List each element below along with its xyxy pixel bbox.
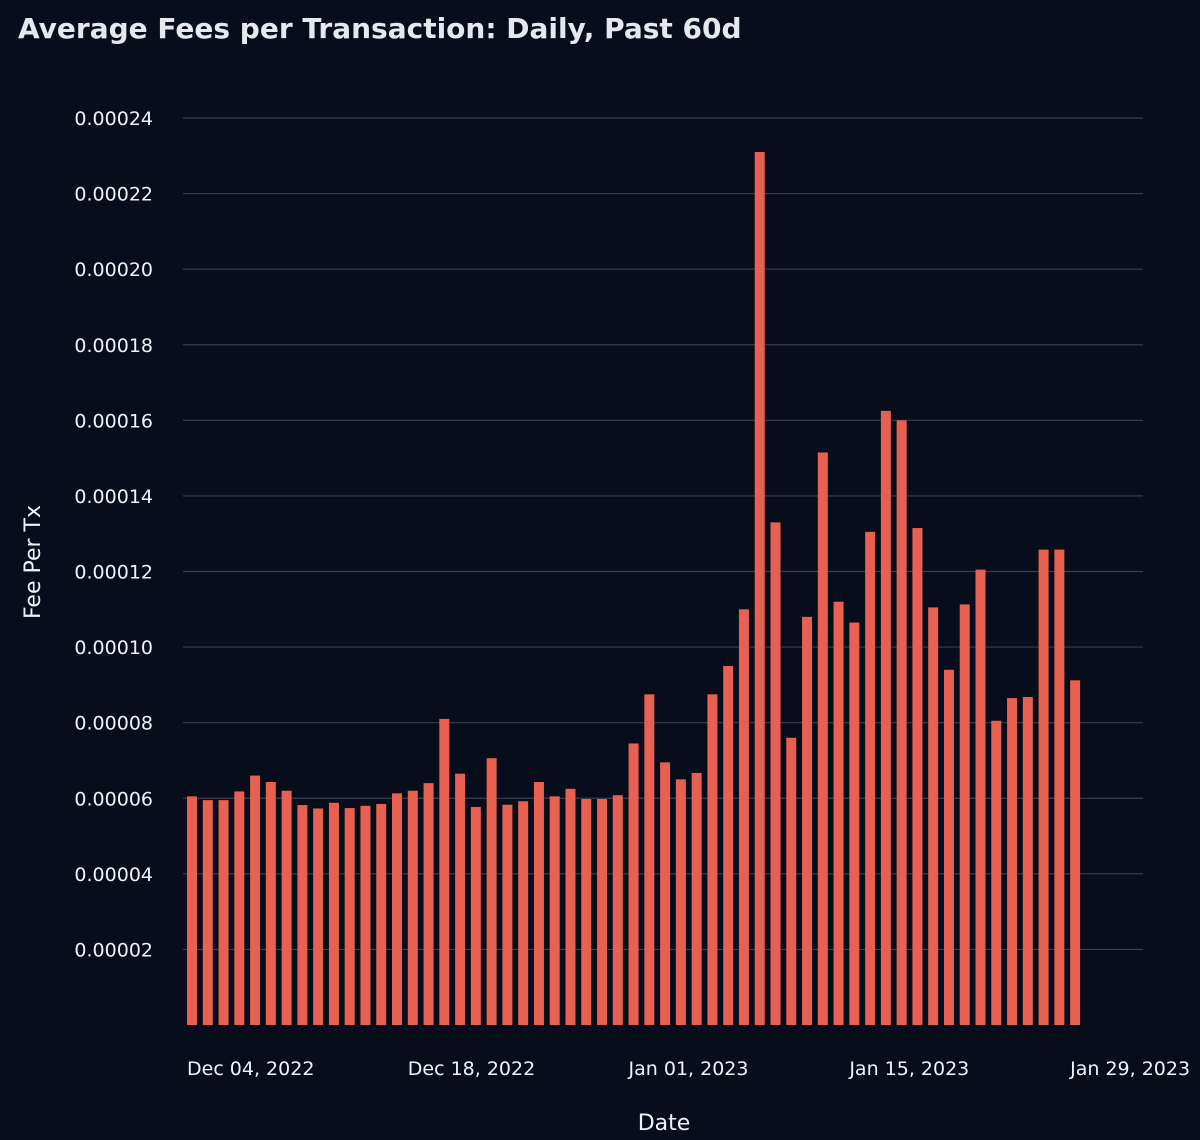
- bar: [723, 665, 734, 1025]
- bar: [486, 758, 497, 1025]
- bar: [297, 805, 308, 1025]
- bar: [675, 779, 686, 1025]
- bar: [1022, 696, 1033, 1025]
- y-tick-label: 0.00014: [74, 486, 153, 508]
- bar: [770, 522, 781, 1025]
- bar: [392, 793, 403, 1025]
- bar: [691, 772, 702, 1025]
- bar: [786, 737, 797, 1025]
- bar: [202, 800, 213, 1025]
- bar: [281, 790, 292, 1025]
- bars: [187, 152, 1081, 1026]
- x-tick-label: Jan 29, 2023: [1069, 1058, 1190, 1080]
- y-axis-label: Fee Per Tx: [21, 505, 46, 619]
- bar: [265, 781, 276, 1025]
- bar: [959, 604, 970, 1025]
- bar: [707, 694, 718, 1025]
- bar: [328, 802, 339, 1025]
- bar: [549, 796, 560, 1025]
- bar: [975, 569, 986, 1025]
- bar: [502, 804, 513, 1025]
- y-tick-label: 0.00004: [74, 864, 153, 886]
- bar: [376, 803, 387, 1025]
- x-tick-label: Dec 04, 2022: [187, 1058, 314, 1080]
- bar: [738, 609, 749, 1025]
- bar: [344, 808, 355, 1025]
- bar: [407, 790, 418, 1025]
- bar: [439, 718, 450, 1025]
- y-tick-label: 0.00022: [74, 184, 153, 206]
- bar: [880, 410, 891, 1026]
- chart-title: Average Fees per Transaction: Daily, Pas…: [18, 12, 742, 45]
- bar: [1054, 549, 1065, 1025]
- y-tick-label: 0.00002: [74, 939, 153, 961]
- y-tick-label: 0.00018: [74, 335, 153, 357]
- bar: [533, 781, 544, 1025]
- bar: [833, 601, 844, 1025]
- bar: [754, 152, 765, 1025]
- y-tick-label: 0.00008: [74, 713, 153, 735]
- bar: [565, 788, 576, 1025]
- bar: [660, 762, 671, 1025]
- bar: [360, 805, 371, 1025]
- y-tick-label: 0.00006: [74, 788, 153, 810]
- bar: [849, 622, 860, 1025]
- x-tick-label: Dec 18, 2022: [408, 1058, 535, 1080]
- bar: [991, 720, 1002, 1025]
- bar: [187, 796, 197, 1025]
- bar: [250, 775, 261, 1025]
- bar: [802, 616, 813, 1025]
- bar: [628, 743, 639, 1025]
- bar: [612, 795, 623, 1025]
- bar: [423, 783, 434, 1025]
- x-tick-label: Jan 15, 2023: [848, 1058, 969, 1080]
- bar: [518, 801, 529, 1025]
- bar: [313, 808, 324, 1025]
- y-tick-labels: 0.00002 0.00004 0.00006 0.00008 0.00010 0.000…: [74, 108, 153, 961]
- bar: [912, 528, 923, 1025]
- bar: [455, 773, 466, 1025]
- bar: [1007, 698, 1018, 1025]
- y-tick-label: 0.00010: [74, 637, 153, 659]
- y-tick-label: 0.00012: [74, 562, 153, 584]
- bar: [234, 791, 245, 1025]
- bar: [597, 799, 608, 1025]
- bar: [1070, 680, 1081, 1025]
- bar: [644, 694, 655, 1025]
- bar: [865, 531, 876, 1025]
- x-axis-label: Date: [638, 1111, 691, 1136]
- y-tick-label: 0.00020: [74, 259, 153, 281]
- bar: [817, 452, 828, 1025]
- y-tick-label: 0.00016: [74, 410, 153, 432]
- bar: [470, 806, 481, 1025]
- bar: [581, 799, 592, 1025]
- bar: [896, 420, 907, 1025]
- bar: [218, 800, 229, 1025]
- bar: [928, 607, 939, 1025]
- x-tick-labels: Dec 04, 2022 Dec 18, 2022 Jan 01, 2023 Jan …: [187, 1058, 1190, 1080]
- x-tick-label: Jan 01, 2023: [628, 1058, 749, 1080]
- bar: [943, 669, 954, 1025]
- bar: [1038, 549, 1049, 1025]
- y-tick-label: 0.00024: [74, 108, 153, 130]
